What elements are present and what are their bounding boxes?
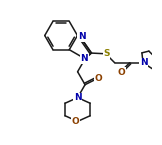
Text: N: N [81, 54, 88, 63]
Text: N: N [78, 32, 85, 41]
Text: N: N [74, 93, 81, 102]
Text: N: N [140, 58, 147, 67]
Text: O: O [71, 117, 79, 126]
Text: O: O [118, 68, 126, 77]
Text: S: S [103, 49, 110, 58]
Text: O: O [95, 74, 103, 83]
